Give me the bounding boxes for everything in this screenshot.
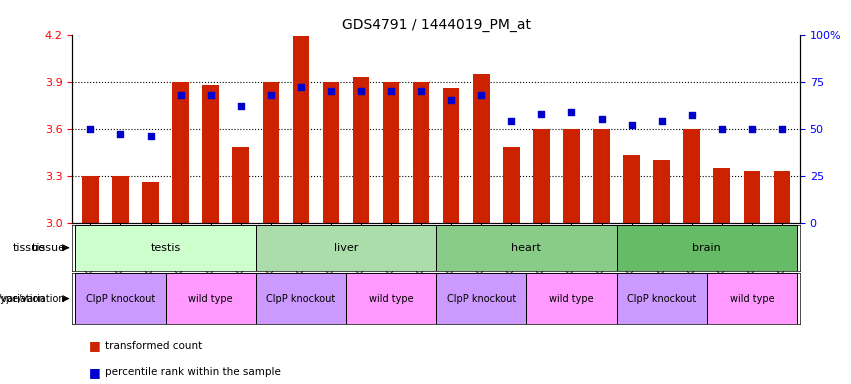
Text: transformed count: transformed count [105, 341, 202, 351]
Bar [683, 129, 700, 223]
Bar [166, 273, 256, 324]
Point [534, 111, 548, 117]
Point [234, 103, 248, 109]
Bar [623, 155, 640, 223]
Bar [443, 88, 460, 223]
Text: wild type: wild type [549, 293, 594, 304]
Bar [256, 225, 436, 271]
Bar [262, 82, 279, 223]
Bar [616, 225, 797, 271]
Point [775, 126, 789, 132]
Point [474, 92, 488, 98]
Bar [383, 82, 399, 223]
Bar [346, 273, 436, 324]
Bar [503, 147, 520, 223]
Bar [323, 82, 340, 223]
Point [204, 92, 218, 98]
Text: genotype/variation: genotype/variation [0, 293, 45, 304]
Point [264, 92, 277, 98]
Text: ■: ■ [89, 339, 106, 352]
Bar [744, 171, 760, 223]
Point [414, 88, 428, 94]
Bar [616, 273, 706, 324]
Point [83, 126, 97, 132]
Text: ▶: ▶ [61, 243, 68, 252]
Bar [76, 225, 256, 271]
Bar [112, 176, 129, 223]
Bar [232, 147, 249, 223]
Bar [293, 36, 309, 223]
Bar [706, 273, 797, 324]
Text: testis: testis [151, 243, 180, 253]
Bar [526, 273, 616, 324]
Point [114, 131, 128, 137]
Bar [593, 129, 610, 223]
Point [685, 113, 699, 119]
Bar [256, 273, 346, 324]
Point [505, 118, 518, 124]
Point [385, 88, 398, 94]
Bar [713, 168, 730, 223]
Text: wild type: wild type [368, 293, 414, 304]
Point [354, 88, 368, 94]
Text: genotype/variation: genotype/variation [0, 293, 68, 304]
Text: tissue: tissue [31, 243, 68, 253]
Point [294, 84, 308, 90]
Point [625, 122, 638, 128]
Text: ▶: ▶ [61, 294, 68, 303]
Bar [436, 273, 526, 324]
Bar [352, 77, 369, 223]
Text: ■: ■ [89, 366, 106, 379]
Text: wild type: wild type [729, 293, 774, 304]
Bar [203, 85, 219, 223]
Bar [76, 273, 166, 324]
Point [564, 109, 578, 115]
Text: heart: heart [511, 243, 541, 253]
Bar [654, 160, 670, 223]
Bar [142, 182, 159, 223]
Text: wild type: wild type [188, 293, 233, 304]
Point [444, 98, 458, 104]
Point [654, 118, 668, 124]
Bar [533, 129, 550, 223]
Text: ClpP knockout: ClpP knockout [266, 293, 335, 304]
Text: brain: brain [693, 243, 721, 253]
Point [324, 88, 338, 94]
Text: ClpP knockout: ClpP knockout [86, 293, 155, 304]
Bar [172, 82, 189, 223]
Bar [563, 129, 580, 223]
Bar [436, 225, 616, 271]
Point [144, 133, 157, 139]
Text: tissue: tissue [12, 243, 45, 253]
Point [174, 92, 187, 98]
Bar [473, 74, 489, 223]
Text: ClpP knockout: ClpP knockout [627, 293, 696, 304]
Bar [82, 176, 99, 223]
Point [595, 116, 608, 122]
Title: GDS4791 / 1444019_PM_at: GDS4791 / 1444019_PM_at [341, 18, 531, 32]
Point [715, 126, 728, 132]
Text: percentile rank within the sample: percentile rank within the sample [105, 367, 281, 377]
Bar [774, 171, 791, 223]
Text: liver: liver [334, 243, 358, 253]
Bar [413, 82, 430, 223]
Text: ClpP knockout: ClpP knockout [447, 293, 516, 304]
Point [745, 126, 758, 132]
